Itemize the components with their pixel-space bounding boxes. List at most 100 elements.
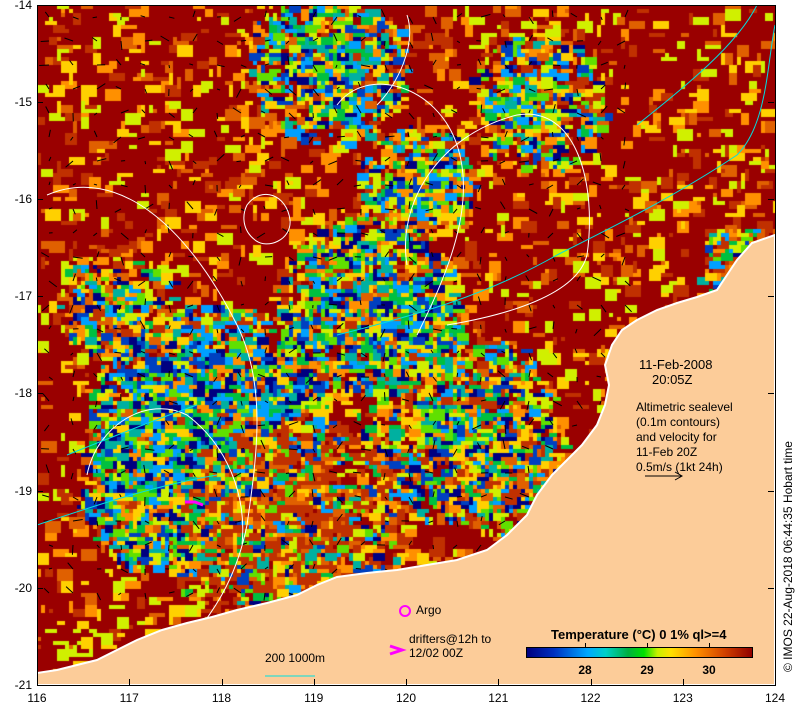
velocity-arrow [186, 201, 194, 210]
velocity-arrow [528, 418, 535, 426]
velocity-arrow [599, 400, 602, 405]
velocity-arrow [425, 208, 434, 212]
velocity-arrow [504, 230, 509, 234]
velocity-arrow [41, 304, 50, 312]
velocity-arrow [168, 16, 175, 19]
velocity-arrow [72, 208, 76, 215]
velocity-arrow [311, 489, 314, 498]
lat-tick-mark [37, 587, 43, 589]
velocity-arrow [382, 278, 386, 282]
velocity-arrow [70, 472, 74, 480]
velocity-arrow [192, 179, 196, 186]
velocity-arrow [167, 224, 170, 234]
velocity-arrow [65, 586, 74, 594]
velocity-arrow [552, 256, 556, 262]
velocity-arrow [408, 472, 411, 482]
velocity-arrow [384, 448, 389, 457]
velocity-arrow [237, 371, 242, 378]
velocity-arrow [616, 232, 626, 237]
velocity-arrow [140, 63, 146, 66]
velocity-arrow [528, 352, 532, 361]
velocity-arrow [547, 232, 554, 239]
velocity-arrow [428, 392, 434, 402]
velocity-arrow [424, 84, 434, 90]
velocity-arrow [168, 280, 174, 288]
velocity-arrow [137, 372, 146, 378]
velocity-arrow [216, 416, 222, 426]
velocity-arrow [496, 88, 506, 94]
velocity-arrow [428, 520, 434, 524]
velocity-arrow [336, 537, 342, 546]
velocity-arrow [502, 108, 506, 114]
info-line: 0.5m/s (1kt 24h) [636, 460, 723, 474]
velocity-arrow [480, 136, 489, 139]
velocity-arrow [165, 420, 170, 426]
velocity-arrow [456, 40, 461, 44]
velocity-arrow [623, 64, 626, 69]
lat-tick-mark [37, 393, 43, 395]
velocity-arrow [576, 207, 581, 210]
velocity-arrow [188, 255, 194, 258]
velocity-arrow [528, 34, 533, 42]
velocity-arrow [424, 470, 434, 474]
velocity-arrow [288, 304, 291, 311]
velocity-arrow [405, 350, 410, 354]
velocity-arrow [599, 152, 602, 162]
velocity-arrow [255, 471, 266, 474]
velocity-arrow [96, 304, 102, 312]
velocity-arrow [168, 444, 175, 450]
lon-tick-mark [498, 679, 500, 685]
velocity-arrow [497, 370, 506, 378]
lat-tick-mark [37, 490, 43, 492]
velocity-arrow [477, 184, 482, 193]
velocity-arrow [407, 131, 410, 138]
velocity-arrow [285, 40, 290, 45]
argo-marker-legend [399, 605, 411, 617]
velocity-arrow [92, 16, 98, 19]
velocity-arrow [264, 347, 267, 354]
lon-tick-mark [590, 679, 592, 685]
velocity-arrow [548, 208, 554, 217]
velocity-arrow [621, 184, 626, 190]
velocity-arrow [120, 184, 128, 188]
velocity-arrow [114, 208, 122, 213]
velocity-arrow [48, 207, 53, 210]
velocity-arrow [384, 88, 388, 94]
velocity-arrow [236, 160, 242, 163]
velocity-arrow [188, 544, 194, 552]
velocity-arrow [528, 369, 531, 378]
info-line: (0.1m contours) [636, 415, 721, 429]
velocity-arrow [312, 563, 316, 570]
velocity-arrow [596, 375, 602, 378]
velocity-arrow [479, 256, 482, 265]
velocity-arrow [168, 325, 171, 330]
velocity-arrow [384, 40, 386, 46]
velocity-arrow [504, 64, 509, 70]
velocity-arrow [430, 304, 434, 311]
velocity-arrow [264, 63, 270, 66]
velocity-arrow [288, 256, 294, 261]
velocity-arrow [72, 256, 83, 259]
velocity-arrow [260, 515, 266, 522]
velocity-arrow [96, 158, 107, 162]
velocity-arrow [189, 328, 194, 336]
velocity-arrow [168, 136, 175, 141]
velocity-arrow [528, 183, 534, 186]
velocity-arrow [141, 109, 146, 114]
lon-tick-label: 116 [27, 691, 47, 705]
velocity-arrow [599, 204, 602, 210]
velocity-arrow [288, 564, 294, 570]
velocity-arrow [93, 183, 98, 186]
velocity-arrow [480, 494, 487, 498]
velocity-arrow [432, 112, 435, 118]
velocity-arrow [408, 16, 414, 24]
velocity-arrow [192, 496, 201, 501]
lat-tick-mark [768, 102, 774, 104]
velocity-arrow [93, 112, 98, 116]
velocity-arrow [72, 16, 79, 20]
velocity-arrow [288, 421, 299, 426]
velocity-arrow [384, 392, 386, 402]
velocity-arrow [408, 256, 417, 264]
velocity-arrow [95, 277, 98, 282]
velocity-arrow [384, 251, 390, 258]
